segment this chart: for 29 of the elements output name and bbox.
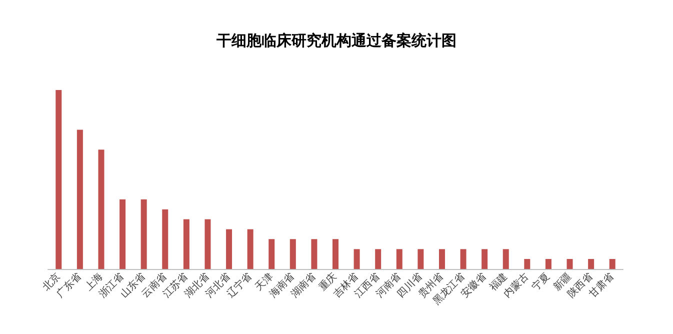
bar bbox=[460, 249, 466, 269]
bar bbox=[354, 249, 360, 269]
bar bbox=[375, 249, 382, 269]
bar bbox=[545, 258, 552, 269]
bar bbox=[140, 199, 147, 269]
bar bbox=[311, 239, 318, 269]
bar bbox=[502, 249, 509, 269]
bar bbox=[332, 239, 338, 269]
bar bbox=[588, 258, 594, 269]
bar bbox=[438, 249, 445, 269]
bar bbox=[98, 150, 104, 269]
bar bbox=[183, 219, 190, 269]
bar bbox=[76, 130, 83, 269]
bar bbox=[162, 209, 168, 269]
bar bbox=[290, 239, 296, 269]
bar bbox=[609, 258, 616, 269]
x-tick-label: 宁夏 bbox=[530, 270, 552, 294]
bar bbox=[226, 229, 232, 269]
bar bbox=[482, 249, 488, 269]
bar bbox=[247, 229, 254, 269]
bar bbox=[524, 258, 530, 269]
chart-title: 干细胞临床研究机构通过备案统计图 bbox=[216, 32, 456, 50]
bar bbox=[268, 239, 275, 269]
bar bbox=[120, 199, 126, 269]
bar bbox=[204, 219, 211, 269]
bar bbox=[566, 258, 573, 269]
bar bbox=[396, 249, 402, 269]
bar bbox=[56, 90, 62, 269]
bar bbox=[418, 249, 424, 269]
